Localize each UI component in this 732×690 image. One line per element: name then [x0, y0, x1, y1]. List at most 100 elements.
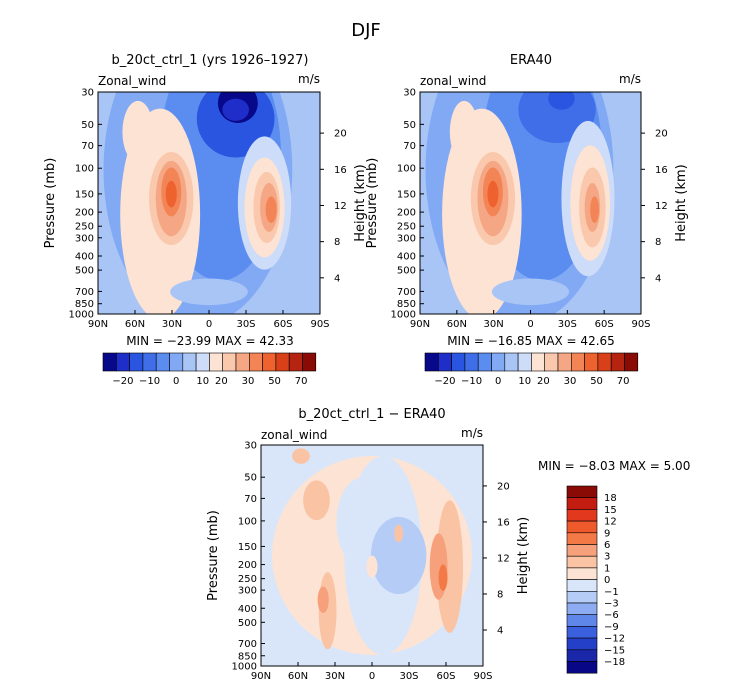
difference-xtick-label: 60S [436, 671, 455, 682]
model-filled-contours [98, 92, 320, 314]
model-contour-region-4 [222, 98, 249, 121]
difference-field-label: zonal_wind [261, 428, 327, 442]
era40-colorbar-label: −20 [434, 376, 455, 387]
difference-ytick-label: 700 [238, 639, 257, 650]
difference-colorbar-box [566, 544, 598, 557]
model-colorbar-box [302, 352, 317, 372]
era40-colorbar-box [451, 352, 466, 372]
difference-ytick-label: 30 [244, 441, 257, 452]
difference-contour-region-6 [438, 564, 448, 591]
era40-y2tick-label: 16 [655, 165, 668, 176]
model-colorbar-label: 10 [196, 376, 209, 387]
model-panel: b_20ct_ctrl_1 (yrs 1926–1927) Zonal_wind… [43, 53, 368, 348]
model-contour-plot: 90N 60N 30N 0 30S 60S 90S 30 50 70 100 150 200 250300… [43, 88, 368, 331]
model-colorbar-label: −20 [112, 376, 133, 387]
difference-colorbar-label: 1 [604, 563, 610, 574]
model-ytick-label: 50 [81, 120, 94, 131]
era40-xtick-label: 60S [595, 319, 614, 330]
model-ylabel: Pressure (mb) [43, 158, 58, 249]
era40-colorbar-box [531, 352, 546, 372]
model-ytick-label: 100 [75, 164, 94, 175]
era40-xtick-label: 30N [484, 319, 504, 330]
era40-contour-region-14 [590, 196, 600, 223]
difference-colorbar-label: 12 [604, 517, 617, 528]
model-contour-region-15 [265, 196, 277, 223]
era40-xtick-label: 30S [558, 319, 577, 330]
era40-contour-region-15 [491, 278, 570, 306]
difference-xtick-label: 90N [251, 671, 271, 682]
model-panel-title: b_20ct_ctrl_1 (yrs 1926–1927) [112, 53, 309, 68]
era40-y2tick-label: 12 [655, 201, 668, 212]
model-colorbar-label: 50 [268, 376, 281, 387]
era40-y2label: Height (km) [674, 164, 689, 241]
model-colorbar-box [195, 352, 210, 372]
era40-ytick-label: 850 [397, 299, 416, 310]
difference-xtick-label: 30N [325, 671, 345, 682]
difference-ytick-label: 400 [238, 604, 257, 615]
difference-panel: b_20ct_ctrl_1 − ERA40 zonal_wind m/s 90N… [206, 407, 690, 682]
difference-ytick-label: 850 [238, 651, 257, 662]
model-colorbar-box [142, 352, 157, 372]
era40-ytick-label: 50 [403, 120, 416, 131]
era40-ytick-label: 70 [403, 141, 416, 152]
era40-xtick-label: 60N [447, 319, 467, 330]
difference-ylabel: Pressure (mb) [206, 510, 221, 601]
era40-colorbar: −20 −10 0 10 20 30 50 70 [424, 352, 639, 387]
era40-xtick-label: 90S [631, 319, 650, 330]
difference-y2tick-label: 8 [497, 589, 503, 600]
difference-y2tick-label: 4 [497, 625, 503, 636]
difference-colorbar-box [566, 485, 598, 498]
era40-colorbar-box [517, 352, 532, 372]
model-y2label: Height (km) [353, 164, 368, 241]
model-colorbar-label: −10 [139, 376, 160, 387]
model-contour-region-6 [122, 100, 154, 164]
difference-ytick-label: 100 [238, 516, 257, 527]
era40-contour-plot: 90N 60N 30N 0 30S 60S 90S 30 50 70 100 150 200 250300… [365, 88, 689, 331]
model-ytick-label: 500 [75, 266, 94, 277]
difference-xtick-label: 90S [473, 671, 492, 682]
model-contour-region-17 [300, 285, 318, 308]
difference-colorbar-box [566, 614, 598, 627]
era40-contour-region-9 [487, 180, 499, 208]
difference-colorbar-box [566, 509, 598, 522]
difference-colorbar-box [566, 626, 598, 639]
difference-contour-region-3 [370, 516, 427, 595]
difference-colorbar-label: 9 [604, 528, 610, 539]
model-colorbar-box [288, 352, 303, 372]
era40-xtick-label: 90N [410, 319, 430, 330]
model-colorbar-label: 70 [295, 376, 308, 387]
era40-contour-region-3 [548, 92, 575, 110]
difference-colorbar-label: −12 [604, 634, 625, 645]
era40-contour-region-5 [449, 100, 479, 164]
difference-ytick-label: 250 [238, 574, 257, 585]
era40-y2tick-label: 20 [655, 129, 668, 140]
model-xtick-label: 90S [310, 319, 329, 330]
difference-filled-contours [261, 445, 483, 666]
model-ytick-label: 700 [75, 287, 94, 298]
era40-colorbar-label: −10 [461, 376, 482, 387]
era40-ytick-label: 500 [397, 266, 416, 277]
era40-ytick-label: 700 [397, 287, 416, 298]
era40-colorbar-label: 20 [537, 376, 550, 387]
difference-ytick-label: 300 [238, 586, 257, 597]
difference-xtick-label: 60N [288, 671, 308, 682]
model-y2tick-label: 16 [334, 165, 347, 176]
model-ytick-label: 70 [81, 141, 94, 152]
difference-colorbar-box [566, 532, 598, 545]
difference-contour-region-8 [292, 448, 310, 464]
model-ytick-label: 400 [75, 251, 94, 262]
model-colorbar-box [182, 352, 197, 372]
model-colorbar-box [235, 352, 250, 372]
difference-colorbar-label: −18 [604, 657, 625, 668]
model-colorbar-box [102, 352, 117, 372]
model-colorbar-label: 0 [173, 376, 179, 387]
era40-colorbar-label: 70 [617, 376, 630, 387]
era40-colorbar-box [624, 352, 639, 372]
difference-colorbar-label: 0 [604, 575, 610, 586]
difference-colorbar-box [566, 661, 598, 674]
era40-y2tick-label: 4 [655, 273, 661, 284]
difference-contour-region-12 [394, 524, 404, 543]
model-xtick-label: 60S [273, 319, 292, 330]
difference-colorbar-label: −1 [604, 587, 619, 598]
